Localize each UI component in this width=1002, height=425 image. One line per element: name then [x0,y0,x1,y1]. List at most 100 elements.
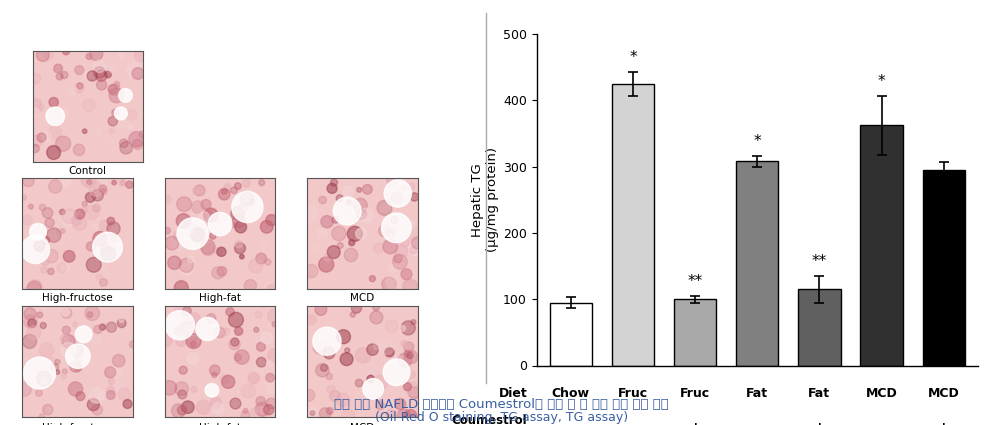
Circle shape [22,334,36,348]
Circle shape [391,193,403,204]
Circle shape [73,351,82,360]
Circle shape [62,326,70,334]
Circle shape [70,344,83,357]
Circle shape [41,132,52,142]
Circle shape [120,180,125,185]
Circle shape [109,235,117,242]
Circle shape [355,348,371,363]
Circle shape [75,209,84,219]
Circle shape [386,275,399,289]
Circle shape [404,225,419,240]
Text: Chow: Chow [551,387,589,400]
Circle shape [106,386,114,394]
Circle shape [75,65,84,74]
Circle shape [118,180,124,187]
Circle shape [268,285,276,293]
Circle shape [51,364,58,371]
Circle shape [307,408,317,418]
Circle shape [231,191,263,223]
Circle shape [59,209,65,215]
Circle shape [89,48,102,61]
Circle shape [182,307,191,315]
Circle shape [355,379,363,387]
Circle shape [27,281,41,296]
Circle shape [383,239,397,254]
Circle shape [385,348,394,357]
Circle shape [21,195,26,200]
Circle shape [389,399,394,405]
Text: -: - [629,422,635,425]
Circle shape [386,228,395,237]
Circle shape [81,207,87,213]
Circle shape [108,116,117,126]
Text: Diet: Diet [498,387,527,400]
Y-axis label: Hepatic TG
(μg/mg protein): Hepatic TG (μg/mg protein) [470,147,498,252]
Circle shape [266,360,273,367]
Circle shape [62,335,75,348]
Circle shape [379,339,394,354]
Circle shape [113,381,122,391]
Circle shape [388,263,397,273]
Circle shape [367,344,378,355]
Circle shape [234,243,245,254]
Circle shape [392,255,407,269]
Circle shape [406,352,413,359]
Text: (Oil Red O staining, TG assay, TG assay): (Oil Red O staining, TG assay, TG assay) [375,411,627,424]
Circle shape [37,133,46,142]
Circle shape [400,184,407,191]
Circle shape [240,193,254,206]
Circle shape [38,104,44,111]
Circle shape [104,71,111,78]
Circle shape [118,388,130,400]
Circle shape [407,221,415,228]
Circle shape [31,144,39,153]
Circle shape [87,71,97,81]
Circle shape [93,60,105,73]
Circle shape [108,85,117,94]
Circle shape [391,217,398,224]
Circle shape [119,139,128,147]
Circle shape [192,187,199,194]
Circle shape [194,185,204,196]
Circle shape [22,215,32,225]
Circle shape [69,360,81,372]
Circle shape [367,375,374,382]
Circle shape [55,136,70,151]
Circle shape [376,401,384,410]
Circle shape [226,331,233,337]
Circle shape [39,414,44,419]
Circle shape [265,259,271,265]
Circle shape [174,303,189,318]
Circle shape [337,243,343,249]
Circle shape [179,366,187,374]
Circle shape [93,204,100,212]
Circle shape [347,200,352,205]
Circle shape [382,277,396,292]
Bar [798,289,840,366]
Circle shape [21,235,49,264]
Circle shape [389,354,401,366]
Circle shape [363,184,372,194]
Circle shape [195,317,218,340]
Circle shape [61,308,72,318]
Circle shape [373,304,379,311]
Circle shape [186,313,200,327]
Circle shape [312,338,324,349]
Circle shape [394,399,406,410]
Circle shape [373,343,380,349]
Circle shape [92,405,102,415]
Circle shape [47,228,61,242]
Circle shape [403,279,418,295]
Circle shape [106,322,116,332]
Circle shape [86,242,95,251]
Circle shape [331,179,337,186]
Circle shape [255,312,262,318]
Circle shape [61,229,65,233]
Circle shape [36,390,42,396]
Circle shape [30,224,46,240]
Circle shape [85,306,99,320]
Circle shape [112,180,116,185]
Circle shape [163,227,170,234]
Circle shape [219,224,225,231]
Circle shape [174,281,188,295]
